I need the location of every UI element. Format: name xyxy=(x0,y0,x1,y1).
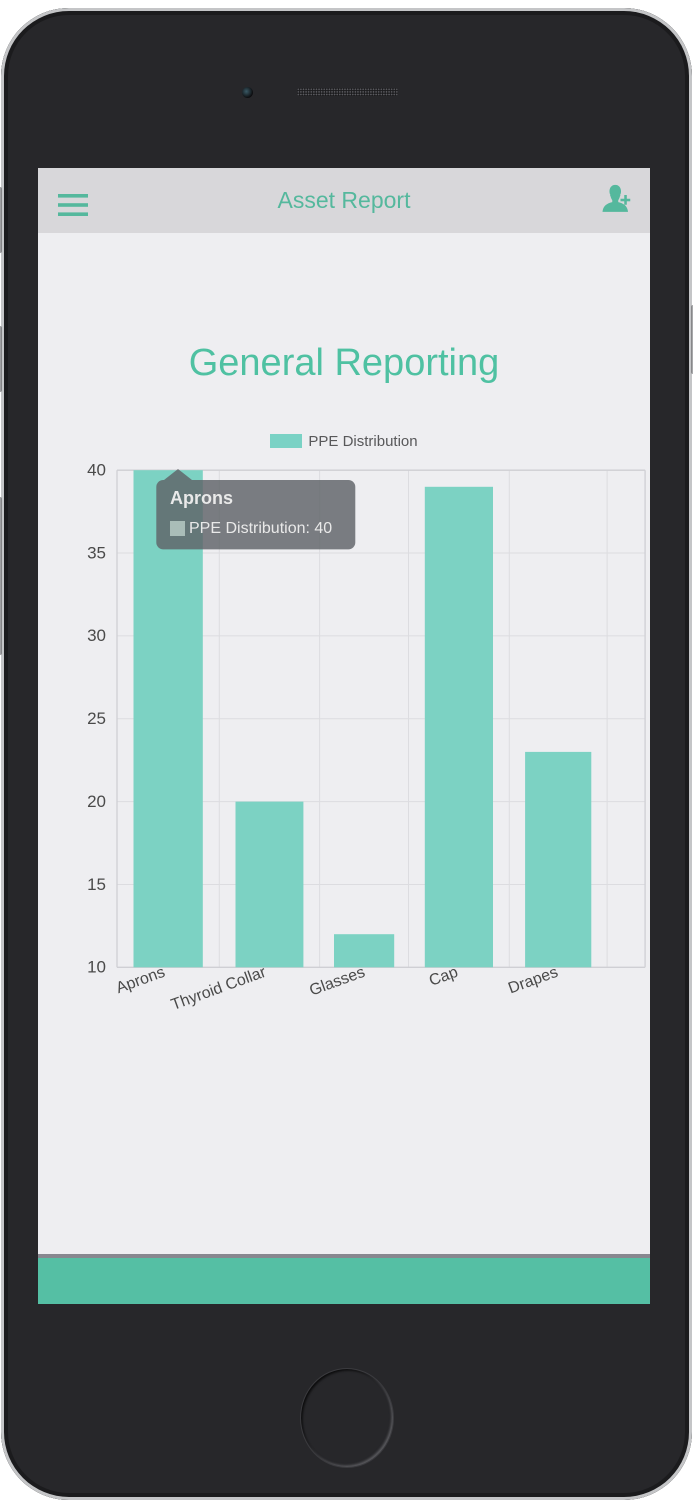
svg-text:Aprons: Aprons xyxy=(170,488,233,508)
svg-text:Glasses: Glasses xyxy=(307,964,367,1000)
svg-text:15: 15 xyxy=(87,875,106,894)
svg-text:35: 35 xyxy=(87,543,106,562)
svg-text:40: 40 xyxy=(87,461,106,480)
svg-text:30: 30 xyxy=(87,626,106,645)
svg-text:20: 20 xyxy=(87,792,106,811)
svg-text:25: 25 xyxy=(87,709,106,728)
svg-text:Drapes: Drapes xyxy=(506,964,560,998)
svg-text:Aprons: Aprons xyxy=(114,964,167,997)
svg-text:PPE Distribution: 40: PPE Distribution: 40 xyxy=(189,520,332,537)
svg-text:10: 10 xyxy=(87,958,106,977)
svg-text:Thyroid Collar: Thyroid Collar xyxy=(169,964,269,1014)
